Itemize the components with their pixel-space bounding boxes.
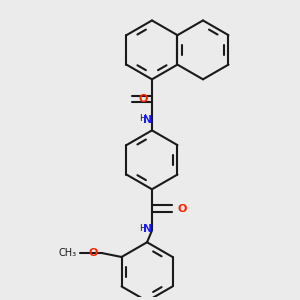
Text: O: O: [138, 94, 148, 104]
Text: CH₃: CH₃: [58, 248, 76, 258]
Text: H: H: [139, 224, 146, 233]
Text: N: N: [143, 115, 153, 124]
Text: N: N: [143, 224, 153, 235]
Text: O: O: [88, 248, 98, 258]
Text: O: O: [178, 204, 187, 214]
Text: H: H: [139, 114, 146, 123]
